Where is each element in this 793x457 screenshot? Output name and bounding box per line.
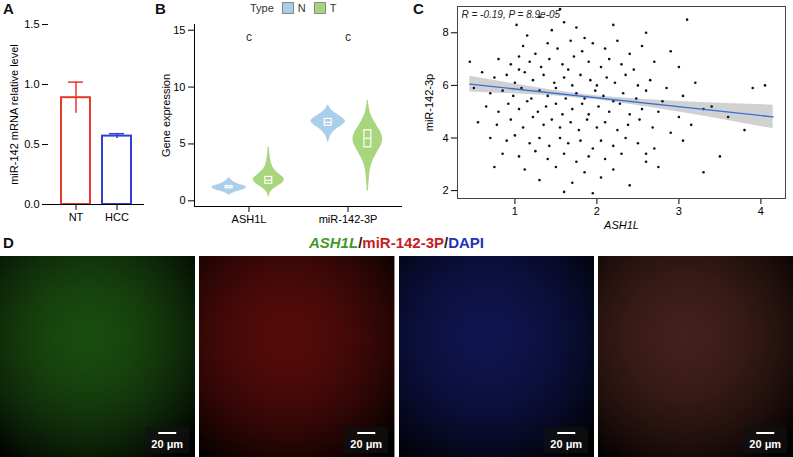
svg-text:15: 15: [173, 24, 185, 36]
html-text:ASH1L / miR-142-3P / DAPI: ASH1L / miR-142-3P / DAPI: [309, 234, 484, 251]
svg-text:4: 4: [442, 132, 448, 144]
svg-text:miR-142 mRNA relative level: miR-142 mRNA relative level: [8, 44, 20, 185]
svg-text:1.5: 1.5: [24, 18, 39, 30]
svg-text:R = -0.19, P = 8.9e-05: R = -0.19, P = 8.9e-05: [462, 9, 561, 20]
html-text:Type: Type: [250, 2, 274, 14]
html-text:D: D: [3, 234, 14, 251]
svg-text:6: 6: [442, 79, 448, 91]
svg-text:miR-142-3P: miR-142-3P: [319, 213, 378, 225]
svg-text:20 μm: 20 μm: [550, 438, 582, 450]
svg-text:10: 10: [173, 81, 185, 93]
html-text:N: N: [297, 2, 306, 14]
svg-text:0.5: 0.5: [24, 138, 39, 150]
html-text:A: A: [3, 0, 14, 17]
svg-text:c: c: [345, 30, 351, 44]
svg-text:ASH1L: ASH1L: [232, 213, 267, 225]
svg-text:Gene expression: Gene expression: [160, 74, 172, 157]
svg-text:miR-142-3p: miR-142-3p: [423, 74, 435, 131]
svg-text:20 μm: 20 μm: [351, 438, 383, 450]
svg-text:NT: NT: [69, 211, 84, 223]
svg-text:2: 2: [594, 205, 600, 217]
svg-text:c: c: [246, 30, 252, 44]
svg-text:1.0: 1.0: [24, 78, 39, 90]
svg-text:2: 2: [442, 184, 448, 196]
svg-text:5: 5: [179, 137, 185, 149]
svg-text:HCC: HCC: [105, 211, 129, 223]
svg-text:ASH1L: ASH1L: [603, 219, 639, 231]
html-text:T: T: [329, 2, 337, 14]
html-text:C: C: [413, 0, 424, 17]
svg-text:1: 1: [512, 205, 518, 217]
svg-text:20 μm: 20 μm: [749, 438, 781, 450]
svg-text:4: 4: [758, 205, 764, 217]
svg-text:0: 0: [179, 194, 185, 206]
svg-text:20 μm: 20 μm: [151, 438, 183, 450]
svg-text:0.0: 0.0: [24, 198, 39, 210]
html-text:B: B: [155, 0, 166, 17]
svg-text:8: 8: [442, 26, 448, 38]
svg-text:3: 3: [676, 205, 682, 217]
